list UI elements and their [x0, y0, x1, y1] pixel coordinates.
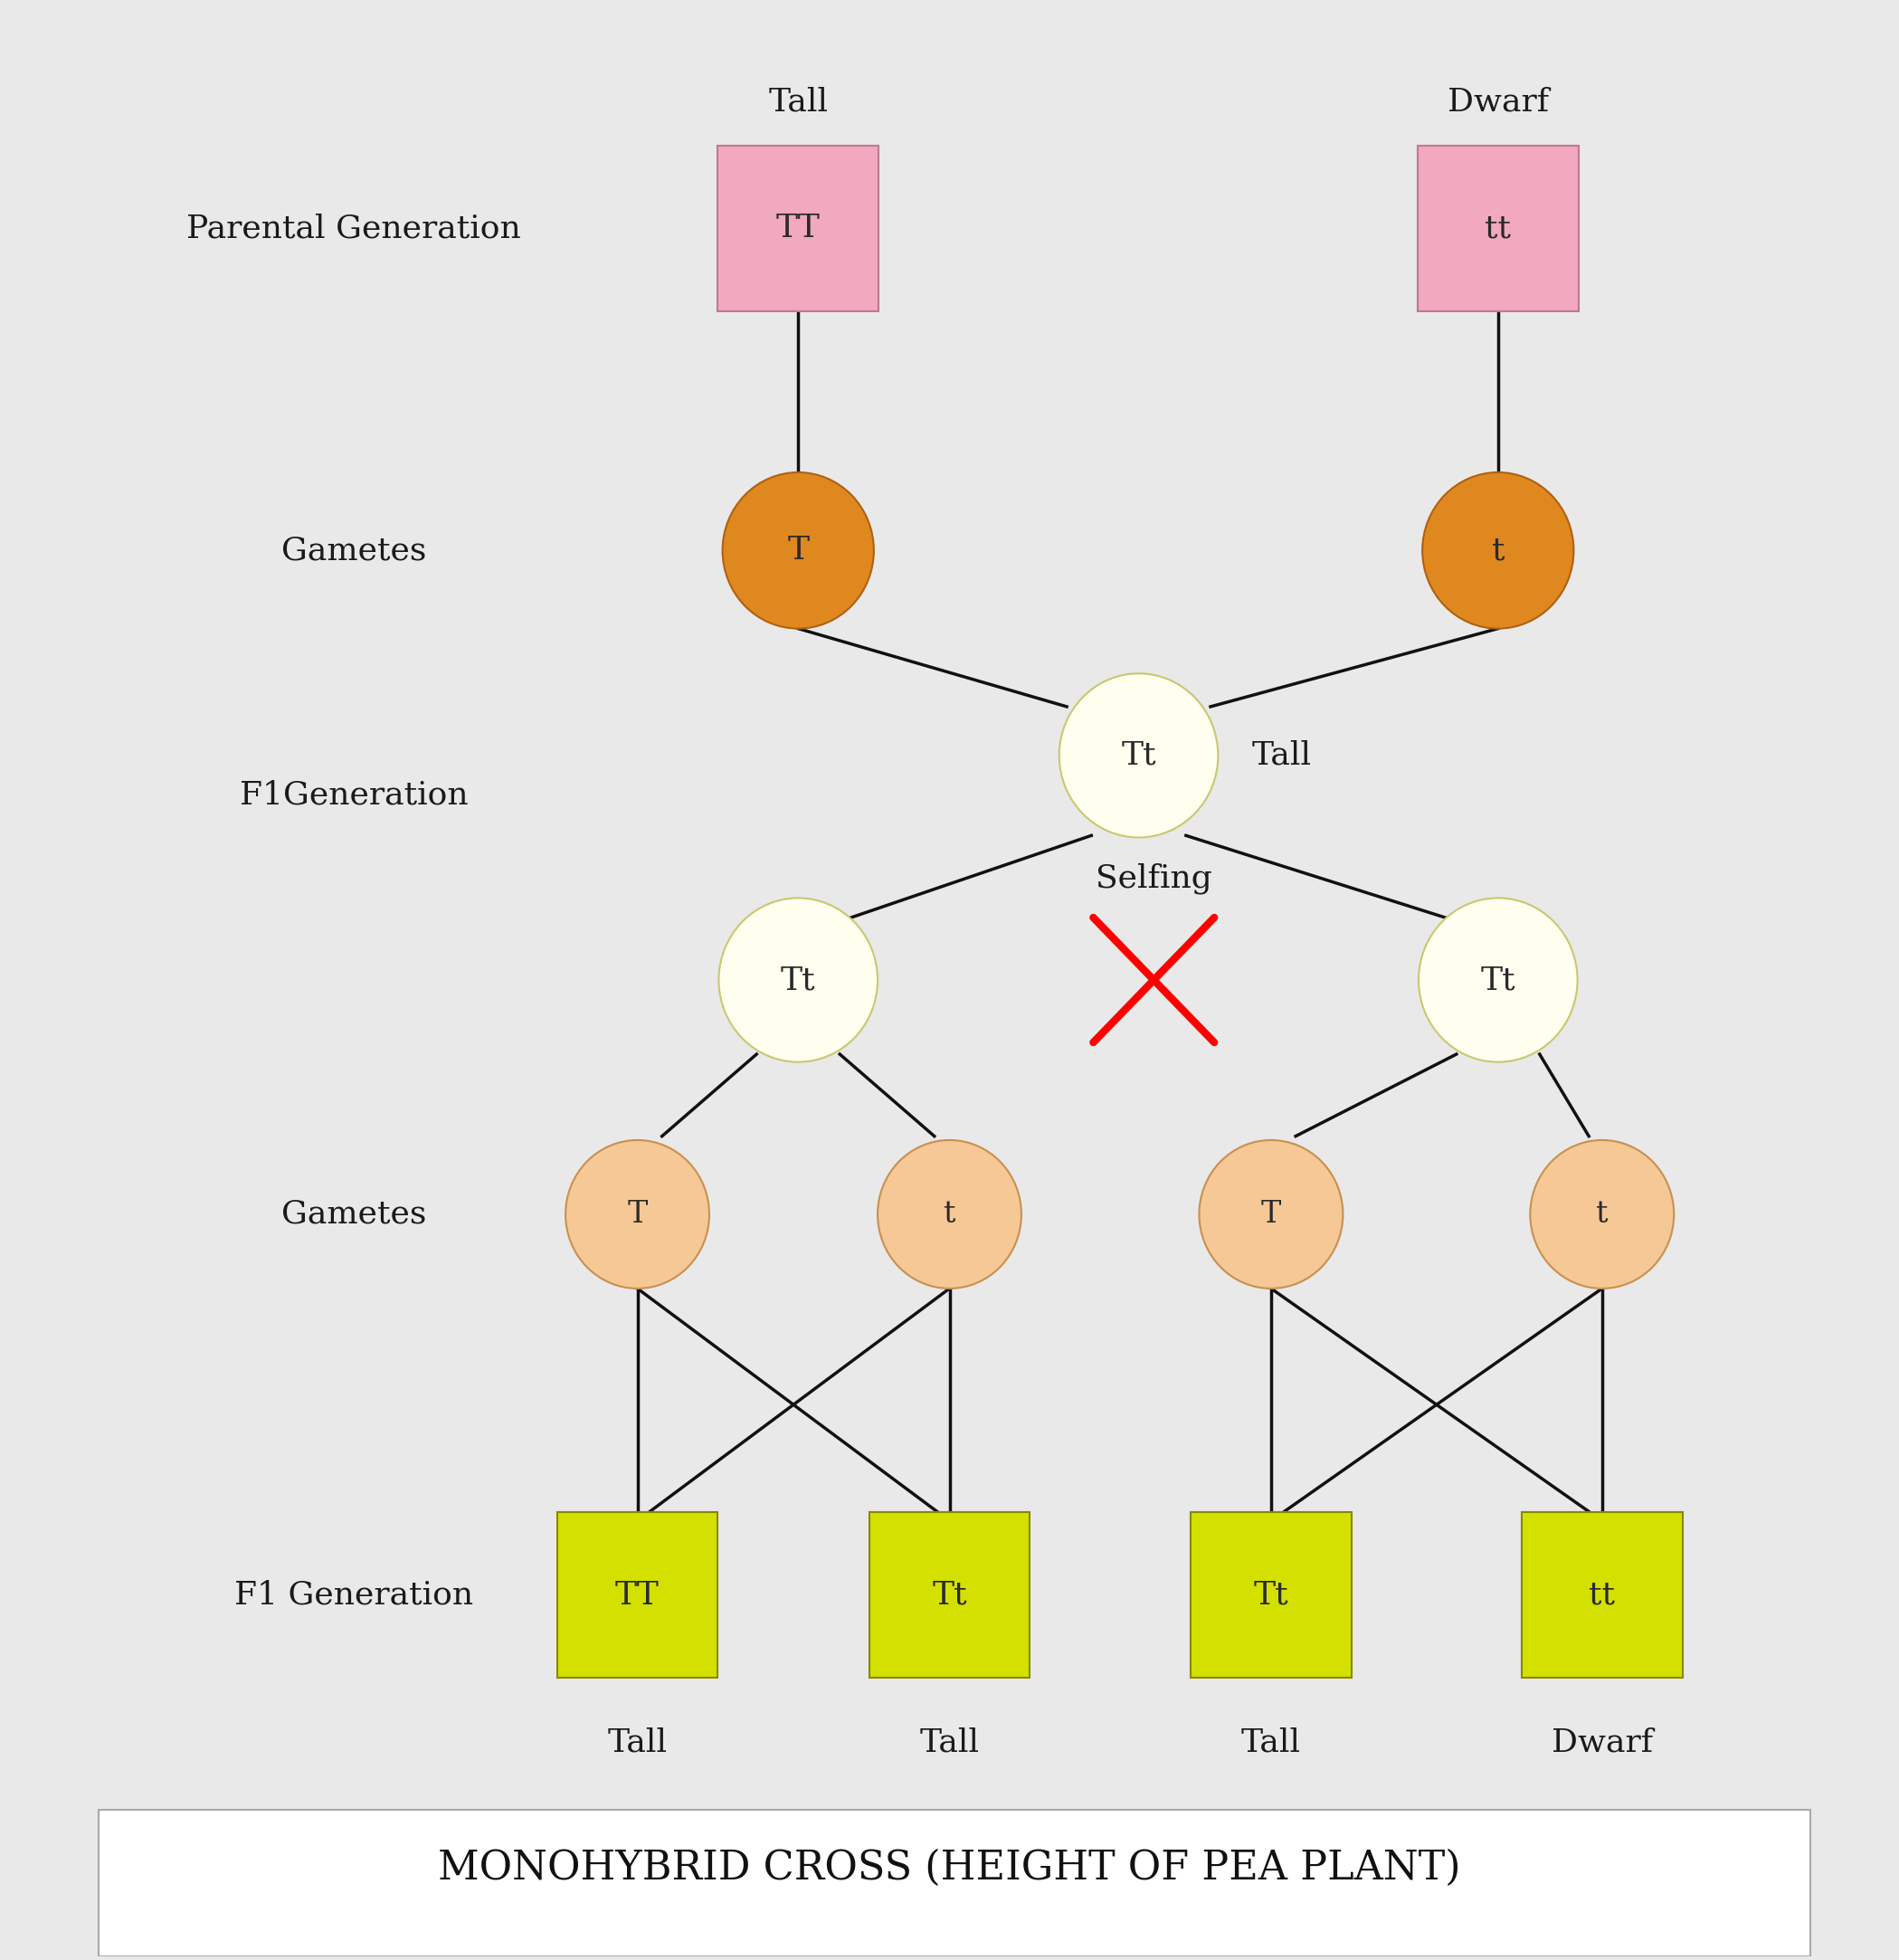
Text: Gametes: Gametes: [281, 535, 425, 566]
FancyBboxPatch shape: [556, 1511, 718, 1678]
Circle shape: [718, 898, 877, 1062]
Text: MONOHYBRID CROSS (HEIGHT OF PEA PLANT): MONOHYBRID CROSS (HEIGHT OF PEA PLANT): [439, 1848, 1460, 1887]
Circle shape: [722, 472, 874, 629]
Circle shape: [1422, 472, 1574, 629]
Text: Tt: Tt: [1481, 964, 1515, 996]
Circle shape: [1531, 1141, 1673, 1288]
Text: Tall: Tall: [919, 1727, 980, 1758]
Text: t: t: [944, 1200, 955, 1229]
Circle shape: [877, 1141, 1022, 1288]
Text: Tt: Tt: [1120, 741, 1156, 770]
FancyBboxPatch shape: [1419, 145, 1578, 312]
Text: Tall: Tall: [1251, 741, 1312, 770]
Text: Selfing: Selfing: [1096, 862, 1212, 894]
FancyBboxPatch shape: [1191, 1511, 1352, 1678]
Text: tt: tt: [1485, 214, 1512, 243]
Circle shape: [1419, 898, 1578, 1062]
Text: TT: TT: [777, 214, 820, 243]
FancyBboxPatch shape: [718, 145, 879, 312]
Text: Tall: Tall: [1242, 1727, 1301, 1758]
Text: Tt: Tt: [1253, 1580, 1289, 1611]
Text: Dwarf: Dwarf: [1551, 1727, 1652, 1758]
Text: T: T: [627, 1200, 648, 1229]
Text: F1Generation: F1Generation: [239, 780, 467, 809]
Text: Dwarf: Dwarf: [1447, 86, 1550, 118]
Text: Tall: Tall: [769, 86, 828, 118]
FancyBboxPatch shape: [99, 1809, 1810, 1956]
Circle shape: [566, 1141, 710, 1288]
Text: Tt: Tt: [932, 1580, 967, 1611]
Text: T: T: [1261, 1200, 1282, 1229]
Circle shape: [1198, 1141, 1343, 1288]
Text: Tall: Tall: [608, 1727, 667, 1758]
Text: F1 Generation: F1 Generation: [234, 1580, 473, 1611]
Circle shape: [1060, 674, 1217, 837]
Text: t: t: [1491, 535, 1504, 566]
FancyBboxPatch shape: [870, 1511, 1029, 1678]
Text: tt: tt: [1589, 1580, 1616, 1611]
Text: TT: TT: [615, 1580, 659, 1611]
Text: Tt: Tt: [780, 964, 817, 996]
Text: T: T: [788, 535, 809, 566]
Text: Parental Generation: Parental Generation: [186, 214, 520, 243]
Text: t: t: [1595, 1200, 1608, 1229]
FancyBboxPatch shape: [1521, 1511, 1683, 1678]
Text: Gametes: Gametes: [281, 1200, 425, 1229]
